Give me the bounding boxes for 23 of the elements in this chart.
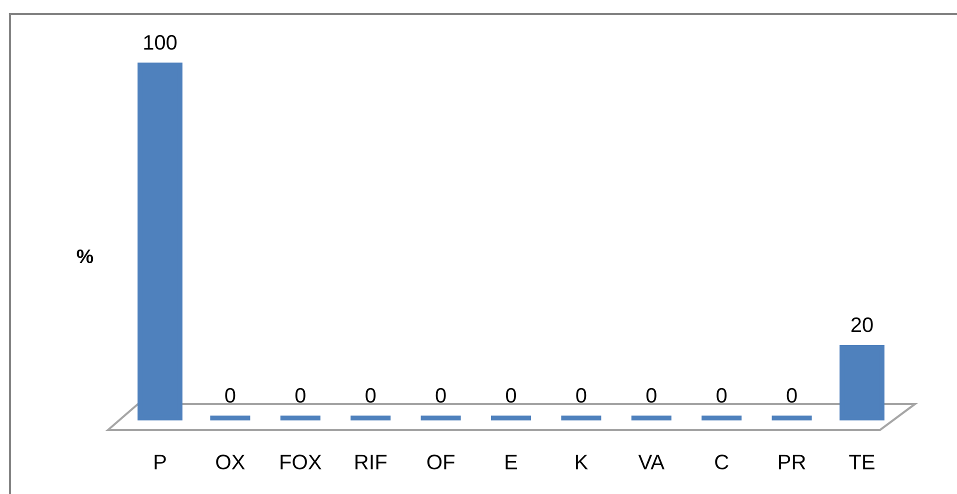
x-tick-label: C <box>715 454 728 470</box>
data-label: 0 <box>716 388 727 403</box>
x-tick-label: TE <box>849 454 874 470</box>
data-label: 0 <box>436 388 446 403</box>
x-tick-label: E <box>506 454 518 470</box>
data-label: 0 <box>576 388 586 403</box>
x-tick-label: OF <box>427 454 454 470</box>
x-tick-label: P <box>154 454 166 470</box>
data-label: 0 <box>366 388 376 403</box>
data-label: 100 <box>144 35 177 50</box>
data-label: 0 <box>506 388 516 403</box>
data-label: 0 <box>646 388 656 403</box>
data-label: 0 <box>225 388 236 403</box>
data-label: 0 <box>295 388 306 403</box>
x-tick-label: K <box>576 454 588 470</box>
x-tick-label: OX <box>216 454 245 470</box>
x-tick-label: PR <box>779 454 806 470</box>
x-tick-label: VA <box>638 454 664 470</box>
y-axis-title: % <box>76 250 94 264</box>
x-tick-label: FOX <box>280 454 322 470</box>
data-label: 20 <box>851 317 873 332</box>
data-label: 0 <box>786 388 797 403</box>
x-tick-label: RIF <box>356 454 387 470</box>
